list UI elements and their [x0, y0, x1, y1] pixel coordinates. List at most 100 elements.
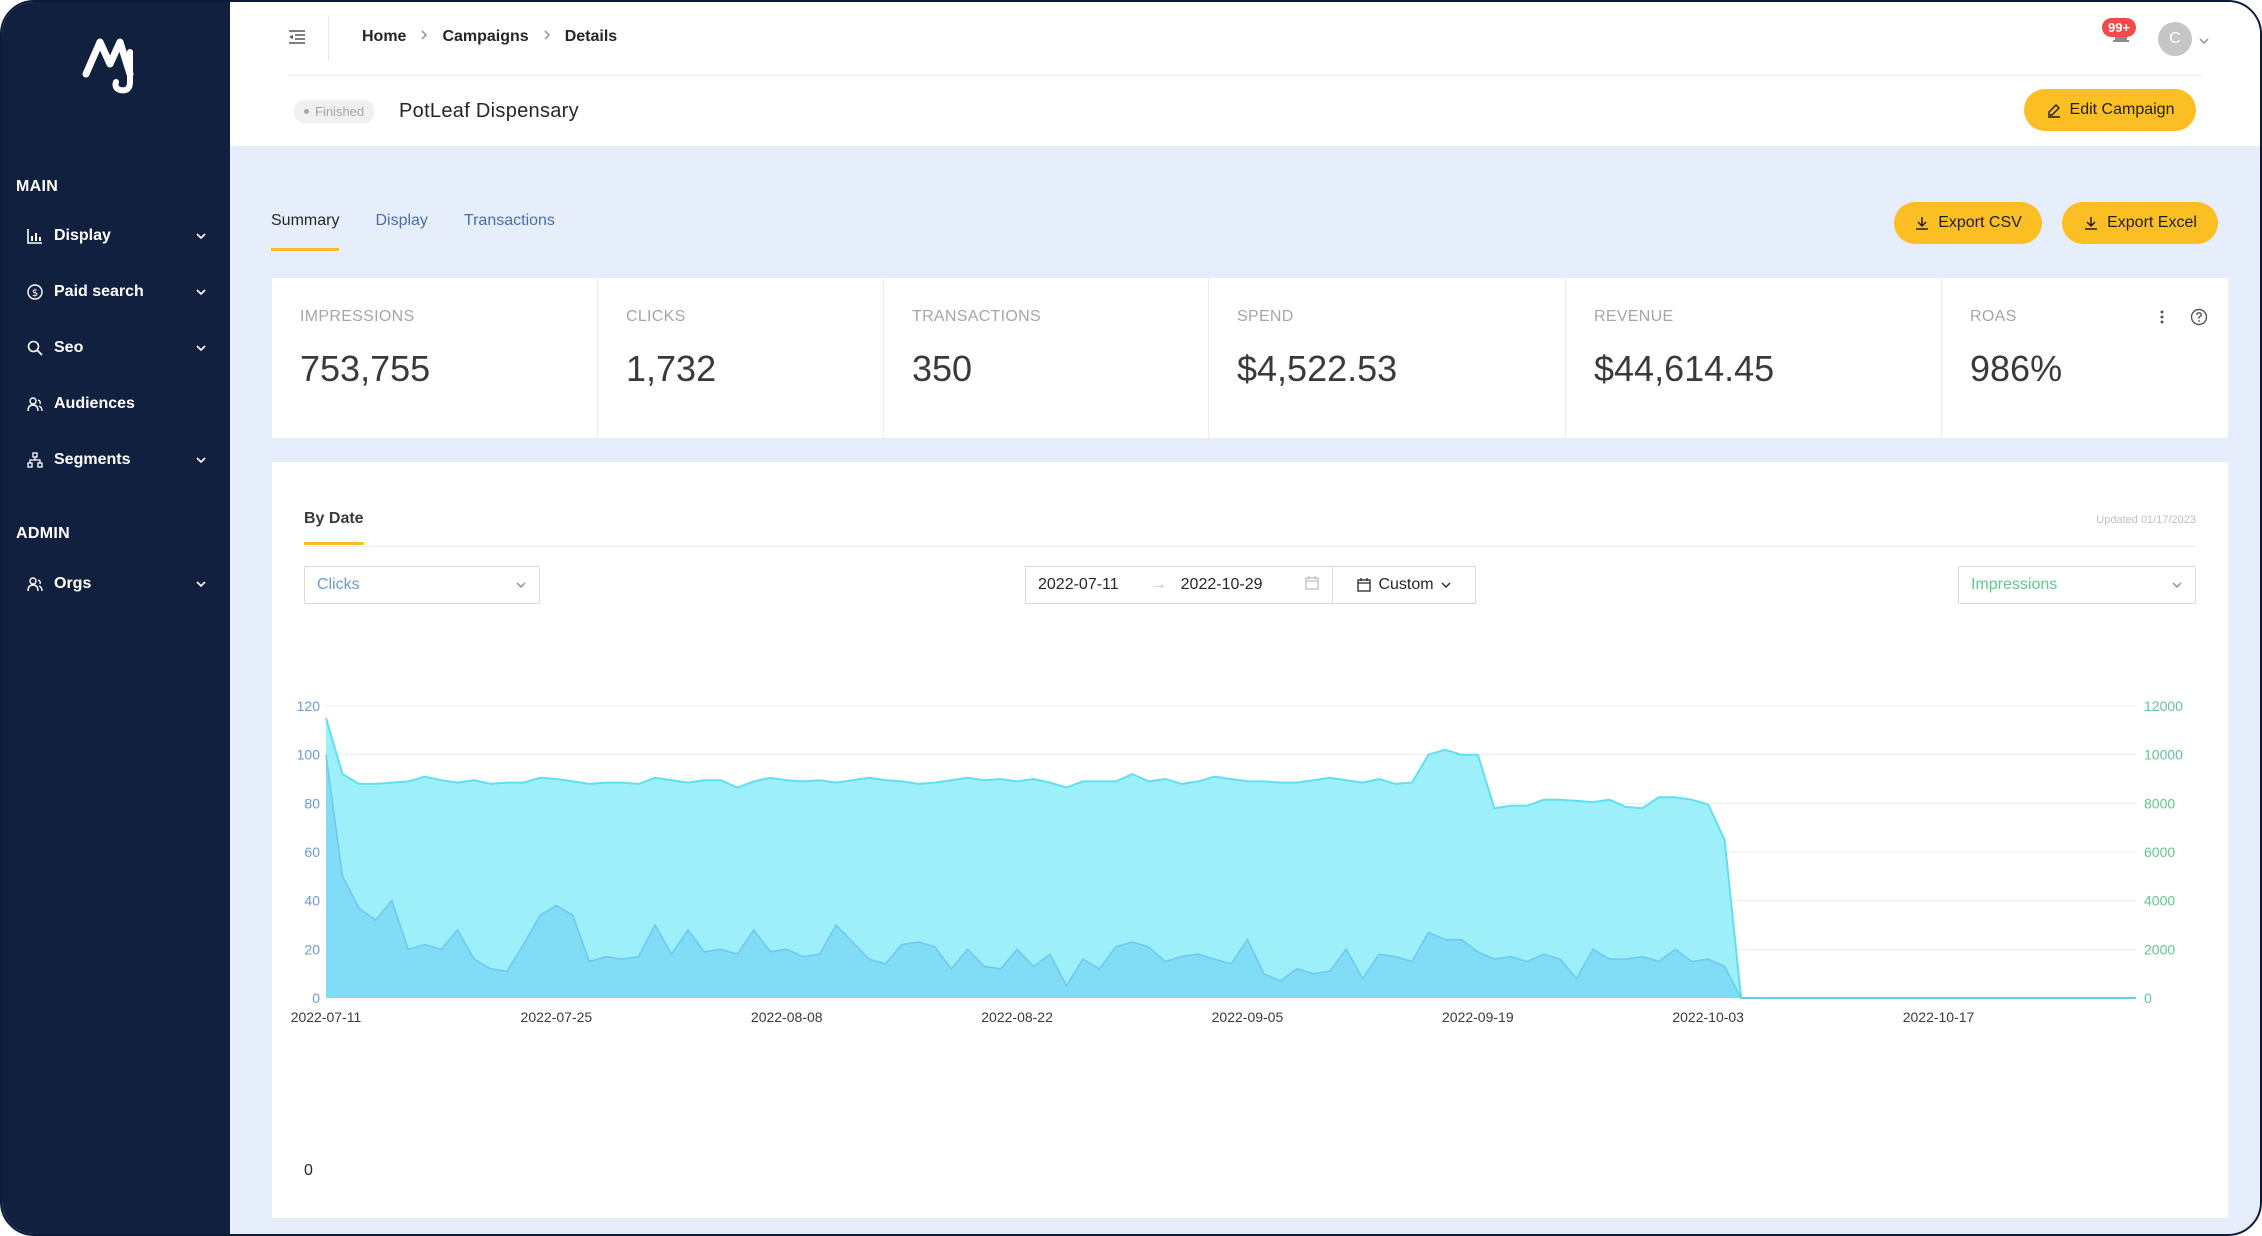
tab-summary[interactable]: Summary: [271, 212, 340, 251]
y-right-tick-label: 12000: [2144, 698, 2183, 714]
stat-value: $44,614.45: [1594, 348, 1775, 389]
right-metric-value: Impressions: [1971, 576, 2058, 593]
stat-impressions: IMPRESSIONS 753,755: [272, 278, 598, 438]
sidebar-section-main: MAIN: [16, 178, 59, 195]
right-metric-select[interactable]: Impressions: [1958, 566, 2196, 604]
chevron-down-icon: [194, 453, 208, 467]
y-left-tick-label: 100: [297, 747, 321, 763]
sidebar-item-label: Paid search: [54, 283, 144, 300]
x-tick-label: 2022-07-25: [521, 1009, 593, 1025]
chevron-down-icon: [516, 582, 526, 588]
tab-bar: Summary Display Transactions: [271, 212, 591, 251]
chevron-right-icon: [541, 28, 553, 46]
sidebar-item-label: Display: [54, 227, 111, 244]
y-right-tick-label: 6000: [2144, 844, 2175, 860]
sidebar-item-display[interactable]: Display: [2, 214, 230, 258]
x-tick-label: 2022-10-03: [1672, 1009, 1744, 1025]
calendar-icon: [1304, 575, 1320, 596]
audience-icon: [26, 395, 44, 413]
range-preset-select[interactable]: Custom: [1332, 566, 1476, 604]
stat-roas: ROAS 986%: [1942, 278, 2228, 438]
sidebar-item-orgs[interactable]: Orgs: [2, 562, 230, 606]
date-range-picker[interactable]: 2022-07-11 → 2022-10-29: [1025, 566, 1333, 604]
series-clicks-line: [325, 754, 2136, 999]
sidebar-item-paid-search[interactable]: $ Paid search: [2, 270, 230, 314]
search-icon: [26, 339, 44, 357]
sidebar-item-label: Orgs: [54, 575, 92, 592]
dollar-icon: $: [26, 283, 44, 301]
y-right-tick-label: 4000: [2144, 893, 2175, 909]
left-metric-select[interactable]: Clicks: [304, 566, 540, 604]
sidebar-item-label: Segments: [54, 451, 131, 468]
header-divider-line: [290, 75, 2202, 76]
tab-transactions[interactable]: Transactions: [463, 212, 555, 229]
export-csv-button[interactable]: Export CSV: [1894, 202, 2042, 244]
edit-campaign-button[interactable]: Edit Campaign: [2024, 89, 2196, 131]
tab-display[interactable]: Display: [375, 212, 428, 229]
orgs-icon: [26, 575, 44, 593]
more-vertical-icon[interactable]: [2160, 309, 2164, 330]
stat-tools: [2160, 308, 2208, 331]
y-left-tick-label: 120: [297, 698, 321, 714]
stat-label: SPEND: [1237, 308, 1294, 325]
header: Home Campaigns Details 99+ C Finished Po…: [230, 2, 2260, 146]
x-tick-label: 2022-10-17: [1903, 1009, 1975, 1025]
date-end[interactable]: 2022-10-29: [1180, 576, 1263, 593]
sidebar-item-audiences[interactable]: Audiences: [2, 382, 230, 426]
calendar-icon: [1357, 578, 1372, 592]
segments-icon: [26, 451, 44, 469]
stat-label: IMPRESSIONS: [300, 308, 415, 325]
y-left-tick-label: 0: [312, 990, 320, 1006]
sidebar-item-seo[interactable]: Seo: [2, 326, 230, 370]
date-start[interactable]: 2022-07-11: [1038, 576, 1119, 593]
brand-logo-icon[interactable]: [80, 30, 150, 100]
sidebar-item-segments[interactable]: Segments: [2, 438, 230, 482]
range-preset-label: Custom: [1378, 576, 1434, 593]
chevron-down-icon[interactable]: [2198, 34, 2210, 46]
chevron-down-icon: [194, 285, 208, 299]
export-csv-label: Export CSV: [1938, 214, 2022, 231]
breadcrumb-home[interactable]: Home: [362, 28, 407, 45]
y-left-tick-label: 60: [304, 844, 320, 860]
page-title: PotLeaf Dispensary: [399, 100, 579, 122]
series-clicks-area: [326, 754, 2136, 998]
card-divider: [304, 546, 2196, 547]
arrow-right-icon: →: [1150, 576, 1167, 593]
stat-value: $4,522.53: [1237, 348, 1398, 389]
sidebar-section-admin: ADMIN: [16, 525, 70, 542]
help-icon[interactable]: [2190, 308, 2208, 331]
stat-label: TRANSACTIONS: [912, 308, 1041, 325]
breadcrumb-campaigns[interactable]: Campaigns: [442, 28, 529, 45]
chevron-down-icon: [2172, 582, 2182, 588]
x-tick-label: 2022-07-11: [291, 1009, 362, 1025]
breadcrumb-details: Details: [564, 28, 618, 45]
x-tick-label: 2022-08-22: [981, 1009, 1053, 1025]
avatar[interactable]: C: [2158, 22, 2192, 56]
stat-label: CLICKS: [626, 308, 686, 325]
x-tick-label: 2022-09-19: [1442, 1009, 1514, 1025]
area-chart[interactable]: 0 0 20 2000 40 4000 60 6000 80 8000 100 10000 120 120…: [272, 682, 2228, 1162]
chart-card: By Date Updated 01/17/2023 Clicks 2022-0…: [272, 462, 2228, 1218]
download-icon: [1916, 217, 1929, 230]
stat-value: 986%: [1970, 348, 2063, 389]
tab-by-date[interactable]: By Date: [304, 510, 364, 545]
edit-campaign-label: Edit Campaign: [2069, 101, 2175, 118]
series-impressions-area: [326, 718, 2136, 998]
sidebar-item-label: Seo: [54, 339, 84, 356]
stat-value: 350: [912, 348, 973, 389]
left-metric-value: Clicks: [317, 576, 360, 593]
y-right-tick-label: 10000: [2144, 747, 2183, 763]
export-excel-label: Export Excel: [2107, 214, 2197, 231]
y-right-tick-label: 2000: [2144, 941, 2175, 957]
sidebar: MAIN Display $ Paid search Seo Audiences…: [2, 2, 230, 1234]
chart-footer-label: 0: [304, 1162, 313, 1179]
updated-timestamp: Updated 01/17/2023: [2096, 514, 2196, 526]
menu-fold-icon[interactable]: [286, 26, 308, 48]
y-left-tick-label: 80: [304, 795, 320, 811]
export-excel-button[interactable]: Export Excel: [2062, 202, 2218, 244]
stat-transactions: TRANSACTIONS 350: [884, 278, 1209, 438]
stat-spend: SPEND $4,522.53: [1209, 278, 1566, 438]
chevron-down-icon: [194, 577, 208, 591]
y-right-tick-label: 0: [2144, 990, 2152, 1006]
